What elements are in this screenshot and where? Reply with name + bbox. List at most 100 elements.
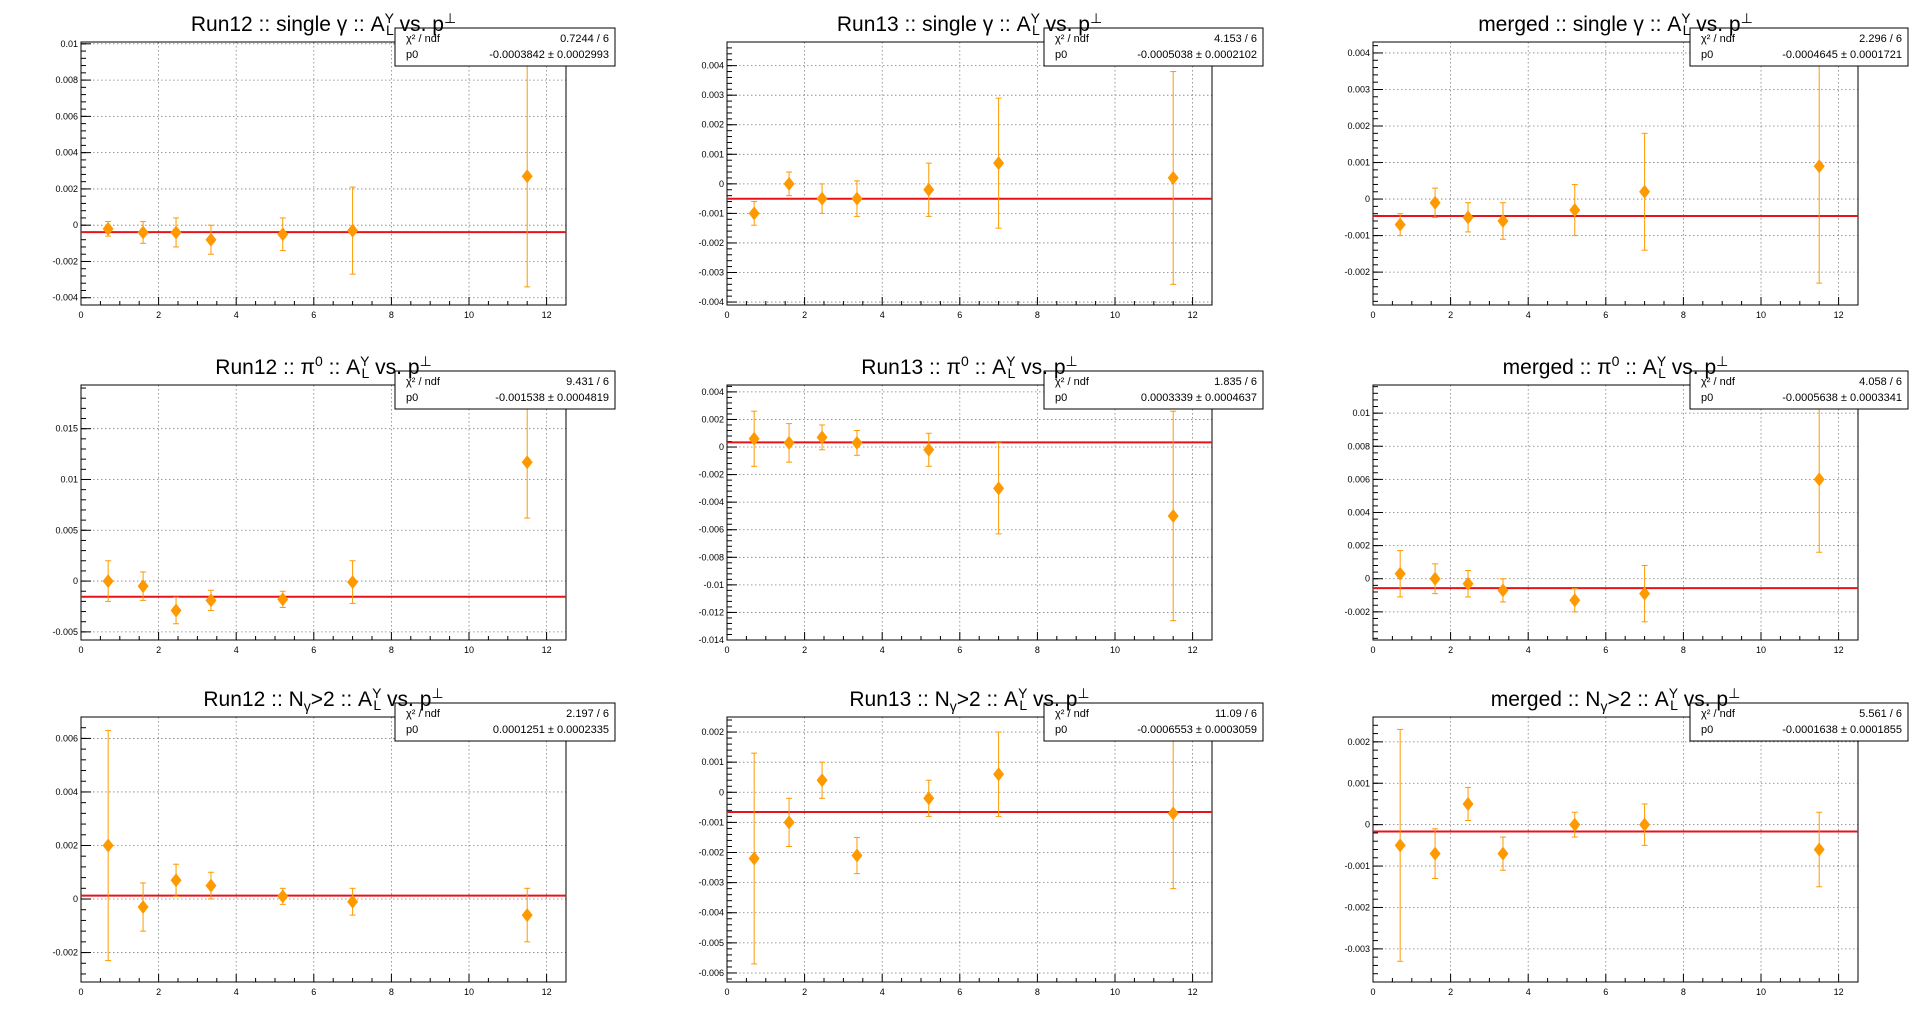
title-segment: Run13 :: N: [849, 688, 949, 711]
y-tick-label: 0.002: [1347, 121, 1370, 131]
data-point: [923, 442, 935, 457]
title-segment: Y: [372, 685, 382, 701]
title-segment: γ: [950, 698, 957, 714]
x-tick-label: 12: [1834, 310, 1844, 320]
data-point: [1462, 796, 1474, 811]
title-segment: vs. p: [1040, 13, 1090, 36]
title-segment: ⊥: [431, 685, 443, 701]
y-tick-label: 0.003: [701, 90, 724, 100]
x-tick-label: 8: [1035, 310, 1040, 320]
x-tick-label: 12: [542, 987, 552, 997]
x-tick-label: 12: [1188, 987, 1198, 997]
data-point: [1429, 571, 1441, 586]
stats-label: χ² / ndf: [406, 376, 441, 388]
title-segment: ⊥: [1716, 353, 1728, 369]
data-point: [521, 169, 533, 184]
plot-frame: [1372, 41, 1859, 306]
y-tick-label: 0.002: [55, 840, 78, 850]
y-tick-label: -0.004: [698, 297, 724, 307]
y-tick-label: 0.015: [55, 424, 78, 434]
x-tick-label: 2: [1448, 987, 1453, 997]
chart-title: Run13 :: Nγ>2 :: AY L vs. p⊥: [849, 685, 1089, 714]
title-segment: vs. p: [1015, 356, 1065, 379]
x-tick-label: 8: [1681, 645, 1686, 655]
title-segment: vs. p: [381, 688, 431, 711]
x-tick-label: 4: [880, 645, 885, 655]
y-tick-label: 0.006: [55, 733, 78, 743]
title-segment: Run12 :: π: [215, 356, 315, 379]
data-point: [205, 232, 217, 247]
title-segment: vs. p: [369, 356, 419, 379]
data-point: [851, 435, 863, 450]
data-point: [1639, 586, 1651, 601]
stats-value: 4.058 / 6: [1859, 376, 1902, 388]
y-tick-label: 0: [73, 894, 78, 904]
plot-panel: 0 2 4 6 8 10 12 -0.004 -0.002 0 0.002 0.004 0.006 0.0…: [52, 10, 616, 320]
title-segment: Y: [1031, 10, 1041, 26]
x-tick-label: 6: [957, 310, 962, 320]
y-tick-label: 0.003: [1347, 84, 1370, 94]
title-segment: ⊥: [1077, 685, 1089, 701]
title-segment: Run12 :: N: [203, 688, 303, 711]
data-point: [1462, 210, 1474, 225]
title-segment: merged :: N: [1491, 688, 1601, 711]
title-segment: L: [1019, 697, 1027, 713]
data-point: [748, 431, 760, 446]
chart-title: merged :: single γ :: AY L vs. p⊥: [1478, 10, 1753, 38]
title-segment: >2 :: A: [1607, 688, 1668, 711]
y-tick-label: -0.002: [1344, 267, 1370, 277]
y-tick-label: -0.002: [698, 238, 724, 248]
x-tick-label: 2: [1448, 645, 1453, 655]
data-point: [521, 455, 533, 470]
x-tick-label: 10: [1110, 987, 1120, 997]
y-tick-label: 0.004: [701, 61, 724, 71]
stats-box: [1043, 27, 1264, 67]
y-tick-label: -0.004: [698, 908, 724, 918]
x-tick-label: 2: [802, 645, 807, 655]
data-point: [1167, 508, 1179, 523]
y-tick-label: -0.002: [52, 948, 78, 958]
plot-frame: [80, 41, 567, 306]
plot-panel: 0 2 4 6 8 10 12 -0.004 -0.003 -0.002 -0.001 0 0.001 0…: [698, 10, 1264, 320]
stats-value: -0.0004645 ± 0.0001721: [1782, 49, 1902, 61]
x-tick-label: 0: [1370, 987, 1375, 997]
data-point: [748, 851, 760, 866]
x-tick-label: 6: [311, 645, 316, 655]
y-tick-label: 0.002: [701, 120, 724, 130]
plot-frame: [726, 716, 1213, 983]
x-tick-label: 0: [724, 310, 729, 320]
data-point: [205, 593, 217, 608]
y-tick-label: -0.006: [698, 968, 724, 978]
y-tick-label: 0: [719, 179, 724, 189]
x-tick-label: 10: [464, 987, 474, 997]
y-tick-label: 0.004: [1347, 508, 1370, 518]
chart-title: Run12 :: Nγ>2 :: AY L vs. p⊥: [203, 685, 443, 714]
x-tick-label: 0: [724, 987, 729, 997]
x-tick-label: 4: [234, 987, 239, 997]
stats-value: -0.001538 ± 0.0004819: [495, 392, 609, 404]
y-tick-label: 0.006: [1347, 474, 1370, 484]
stats-label: χ² / ndf: [1055, 708, 1090, 720]
data-point: [923, 791, 935, 806]
y-tick-label: 0.001: [1347, 158, 1370, 168]
x-tick-label: 6: [957, 645, 962, 655]
title-segment: >2 :: A: [957, 688, 1018, 711]
plot-panel: 0 2 4 6 8 10 12 -0.002 -0.001 0 0.001 0.002 0.003 0.0…: [1344, 10, 1909, 320]
title-segment: Y: [360, 353, 370, 369]
title-segment: ⊥: [420, 353, 432, 369]
y-tick-label: 0.008: [1347, 441, 1370, 451]
title-segment: L: [362, 365, 370, 381]
x-tick-label: 4: [880, 310, 885, 320]
data-point: [1569, 203, 1581, 218]
data-point: [748, 206, 760, 221]
data-point: [170, 873, 182, 888]
y-tick-label: 0.008: [55, 75, 78, 85]
data-point: [1167, 806, 1179, 821]
title-segment: 0: [315, 353, 323, 369]
stats-label: p0: [406, 724, 418, 736]
stats-label: χ² / ndf: [406, 33, 441, 45]
x-tick-label: 2: [156, 310, 161, 320]
plot-panel: 0 2 4 6 8 10 12 -0.014 -0.012 -0.01 -0.008 -0.006 -0…: [698, 353, 1264, 655]
y-tick-label: 0: [719, 442, 724, 452]
data-point: [1394, 566, 1406, 581]
